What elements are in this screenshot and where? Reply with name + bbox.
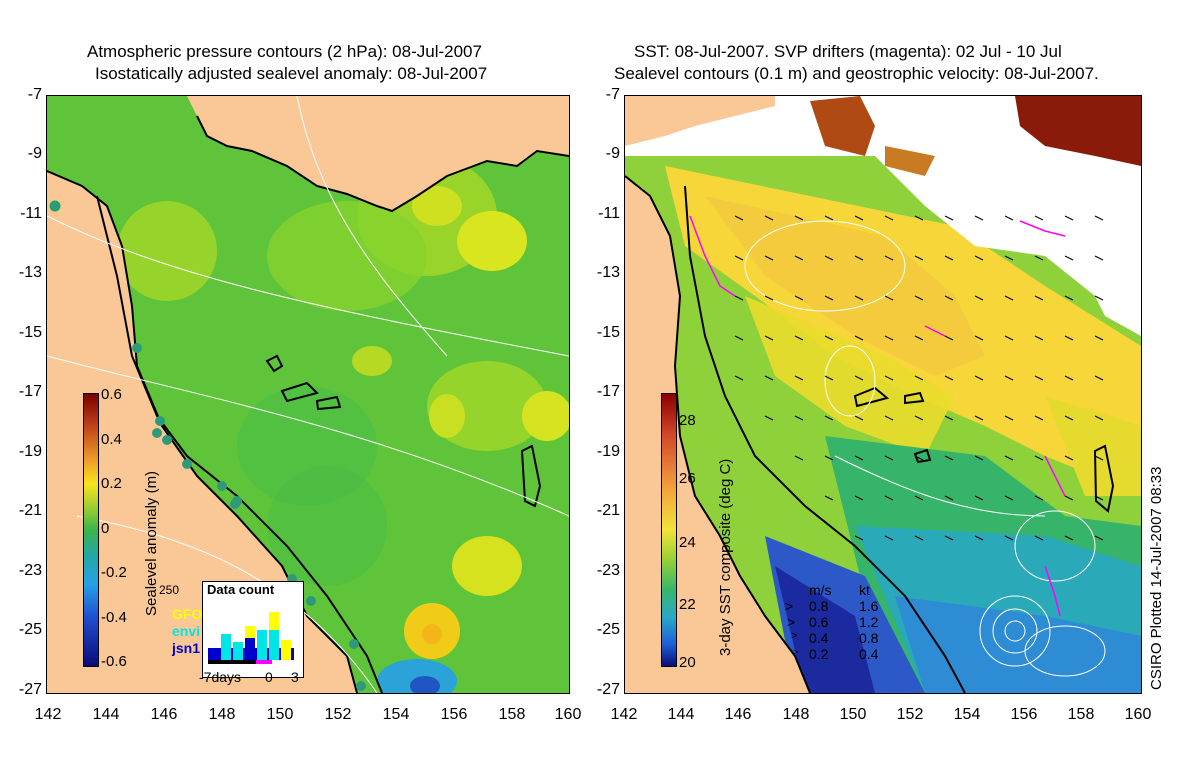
- right-x-tick: 142: [610, 706, 638, 723]
- left-y-tick: -7: [27, 86, 42, 103]
- data-count-xlabel-mid: 0: [265, 669, 273, 685]
- left-cb-tick: 0.2: [101, 475, 122, 492]
- left-cb-tick: 0: [101, 520, 110, 537]
- vector-legend-ms: 0.6: [809, 614, 829, 630]
- data-count-title: Data count: [207, 582, 275, 597]
- left-title-line2: Isostatically adjusted sealevel anomaly:…: [95, 64, 488, 83]
- right-x-tick: 146: [724, 706, 752, 723]
- right-colorbar-label: 3-day SST composite (deg C): [717, 458, 734, 656]
- left-y-tick: -21: [18, 502, 42, 519]
- left-cb-tick: -0.2: [101, 564, 127, 581]
- vector-legend-ms-header: m/s: [809, 582, 832, 598]
- data-count-bars: [208, 612, 294, 664]
- left-title-line1: Atmospheric pressure contours (2 hPa): 0…: [87, 42, 482, 61]
- right-x-tick: 150: [839, 706, 867, 723]
- left-x-tick: 156: [440, 706, 468, 723]
- right-cb-tick: 20: [679, 654, 696, 671]
- sealevel-map-svg: [47, 96, 569, 693]
- sat-jsn1-label: jsn1: [172, 640, 201, 656]
- vector-legend-ms: 0.2: [809, 646, 829, 662]
- right-y-tick: -19: [596, 443, 620, 460]
- left-cb-tick: 0.4: [101, 431, 122, 448]
- vector-legend-arrow-icon: >: [785, 598, 794, 614]
- data-count-xlabel-left: -7days: [199, 669, 242, 685]
- right-cb-tick: 26: [679, 470, 696, 487]
- right-title-line2: Sealevel contours (0.1 m) and geostrophi…: [614, 64, 1099, 83]
- left-colorbar: [83, 393, 99, 667]
- vector-legend-kt: 0.4: [859, 646, 879, 662]
- sst-map: 28 26 24 22 20 3-day SST composite (deg …: [624, 95, 1142, 694]
- right-y-tick: -15: [596, 324, 620, 341]
- left-y-tick: -17: [18, 383, 42, 400]
- right-y-tick: -11: [598, 205, 620, 222]
- sat-gfo-label: GFO: [172, 606, 203, 622]
- sat-envi-label: envi: [172, 623, 201, 639]
- left-x-tick: 142: [34, 706, 62, 723]
- left-y-tick: -23: [18, 562, 42, 579]
- left-colorbar-label: Sealevel anomaly (m): [143, 470, 160, 616]
- vector-legend-kt: 0.8: [859, 630, 879, 646]
- sst-map-svg: [625, 96, 1141, 693]
- left-x-tick: 144: [92, 706, 120, 723]
- right-title-line1: SST: 08-Jul-2007. SVP drifters (magenta)…: [634, 42, 1062, 61]
- left-cb-tick: 0.6: [101, 386, 122, 403]
- right-x-tick: 152: [896, 706, 924, 723]
- data-count-xlabel-right: 3: [291, 669, 299, 685]
- left-x-tick: 148: [208, 706, 236, 723]
- right-y-tick: -13: [596, 264, 620, 281]
- vector-legend-ms: 0.8: [809, 598, 829, 614]
- sealevel-anomaly-map: 0.6 0.4 0.2 0 -0.2 -0.4 -0.6 Sealevel an…: [46, 95, 570, 694]
- vector-legend-kt-header: kt: [859, 582, 870, 598]
- left-y-tick: -11: [20, 205, 42, 222]
- right-y-tick: -27: [596, 681, 620, 698]
- right-x-tick: 158: [1067, 706, 1095, 723]
- vector-legend-kt: 1.2: [859, 614, 879, 630]
- vector-legend-arrow-icon: >: [791, 630, 798, 642]
- right-y-tick: -25: [596, 621, 620, 638]
- data-count-inset: Data count: [202, 581, 304, 678]
- right-cb-tick: 28: [679, 412, 696, 429]
- right-y-tick: -17: [596, 383, 620, 400]
- vector-legend-ms: 0.4: [809, 630, 829, 646]
- right-x-tick: 156: [1010, 706, 1038, 723]
- left-y-tick: -19: [18, 443, 42, 460]
- right-x-tick: 154: [953, 706, 981, 723]
- left-cb-tick: -0.4: [101, 609, 127, 626]
- vector-legend-arrow-icon: >: [787, 614, 796, 630]
- vector-legend-kt: 1.6: [859, 598, 879, 614]
- left-cb-tick: -0.6: [101, 653, 127, 670]
- right-x-tick: 148: [782, 706, 810, 723]
- left-y-tick: -25: [18, 621, 42, 638]
- left-y-tick: -15: [18, 324, 42, 341]
- left-y-tick: -13: [18, 264, 42, 281]
- plotted-note: CSIRO Plotted 14-Jul-2007 08:33: [1148, 466, 1165, 690]
- left-x-tick: 152: [324, 706, 352, 723]
- right-x-tick: 160: [1124, 706, 1152, 723]
- left-y-tick: -27: [18, 681, 42, 698]
- right-cb-tick: 24: [679, 534, 696, 551]
- right-cb-tick: 22: [679, 596, 696, 613]
- right-colorbar: [661, 393, 677, 667]
- left-x-tick: 158: [498, 706, 526, 723]
- left-y-tick: -9: [27, 145, 42, 162]
- left-x-tick: 160: [554, 706, 582, 723]
- vector-legend-arrow-icon: >: [793, 647, 799, 657]
- left-x-tick: 146: [150, 706, 178, 723]
- right-x-tick: 144: [667, 706, 695, 723]
- right-y-tick: -7: [605, 86, 620, 103]
- right-y-tick: -21: [596, 502, 620, 519]
- left-x-tick: 154: [382, 706, 410, 723]
- right-y-tick: -23: [596, 562, 620, 579]
- right-y-tick: -9: [605, 145, 620, 162]
- data-count-ymax: 250: [159, 583, 180, 597]
- left-x-tick: 150: [266, 706, 294, 723]
